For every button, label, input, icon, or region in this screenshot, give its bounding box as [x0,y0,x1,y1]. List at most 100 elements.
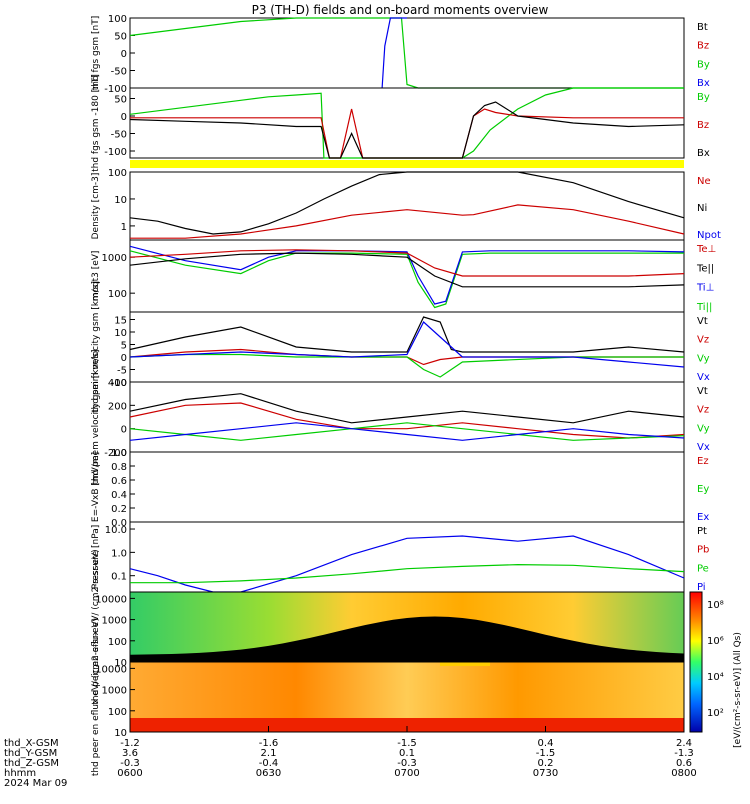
panel-frame [129,451,685,523]
colorbar-tick-label: 10⁴ [707,672,724,683]
ephemeris-value: 3.6 [122,748,138,759]
y-tick-label: 10 [114,195,127,206]
y-tick-label: 0.4 [111,490,127,501]
legend-label: Vz [697,335,709,346]
y-tick-label: 100 [108,707,127,718]
ephemeris-label: thd_X-GSM [4,738,59,749]
series-line-Vx [129,321,685,368]
legend-label: Ez [697,456,709,467]
y-tick-label: 1000 [102,253,127,264]
legend-label: Ex [697,512,709,523]
y-axis-label: E=-VxB [mV/m] [91,452,101,522]
panel-peir: 10000 1000 100 10 thd peir en eflux eV/ (cm2… [91,549,685,705]
y-tick-label: 0 [121,49,127,60]
y-tick-label: 1000 [102,686,127,697]
colorbar-gradient-rect [689,591,703,733]
series-line-By [129,87,684,159]
y-tick-label: -100 [104,147,127,158]
ephemeris-value: 0630 [256,768,281,779]
legend-label: Ne [697,176,711,187]
legend-label: Pt [697,526,707,537]
colorbar-label: [eV/(cm²-s-sr-eV)] (All Qs) [733,632,743,748]
y-tick-label: 50 [114,32,127,43]
y-tick-label: 1.0 [111,448,127,459]
legend-label: By [697,92,710,103]
ephemeris-value: 0.1 [399,748,415,759]
legend-label: Te⊥ [696,244,716,255]
ephemeris-label: hhmm [4,768,36,779]
legend-label: Bx [697,148,710,159]
ephemeris-value: -1.2 [120,738,140,749]
y-tick-label: 0.2 [111,504,127,515]
y-tick-label: 100 [108,168,127,179]
ephemeris-value: 0800 [671,768,696,779]
ephemeris-value: 0730 [533,768,558,779]
legend-label: Bz [697,120,709,131]
series-line-Bx [129,101,685,159]
legend-label: Vt [697,316,708,327]
ephemeris-value: -1.3 [674,748,694,759]
y-tick-label: 10 [114,658,127,669]
legend-label: Npot [697,230,721,241]
ephemeris-value: 2.4 [676,738,692,749]
panel-frame [129,171,685,241]
colorbar-tick-label: 10⁸ [707,600,724,611]
ephemeris-label: thd_Z-GSM [4,758,59,769]
y-tick-label: -50 [111,130,127,141]
ephemeris-value: 0.4 [538,738,554,749]
legend-label: Ti|| [696,302,712,313]
legend-label: By [697,59,710,70]
legend-label: Vt [697,386,708,397]
legend-label: Ni [697,203,707,214]
y-axis-label: Pressure [nPa] [91,525,101,590]
legend-label: Vx [697,372,710,383]
legend-label: Te|| [696,263,714,274]
panel-pressure: 10.0 1.0 0.1 Pressure [nPa] Pt Pb Pe Pi [91,521,709,593]
legend-label: Ey [697,484,709,495]
legend-label: Ti⊥ [696,283,714,294]
panel-moments_t: 1000 100 moqt3 [eV] Te⊥ Te|| Ti⊥ Ti|| [91,239,716,313]
panel-frame [129,311,685,383]
series-line-Ni [129,171,685,235]
ephemeris-value: -0.4 [259,758,279,769]
legend-label: Bz [697,41,709,52]
y-tick-label: 10 [114,728,127,739]
plot-title: P3 (TH-D) fields and on-board moments ov… [252,3,549,17]
series-line-Vt [129,393,685,424]
series-line-Vy [129,353,684,378]
panel-density: 100 10 1 Density [cm-3] Ne Ni Npot [91,168,721,241]
y-tick-label: 100 [108,14,127,25]
ephemeris-value: -1.6 [259,738,279,749]
y-tick-label: 0 [121,425,127,436]
ephemeris-value: 0600 [117,768,142,779]
ephemeris-value: -1.5 [536,748,556,759]
y-axis-label: thd fgs gsm -180 [nT] [91,74,101,172]
series-line-Pi [129,535,685,593]
legend-label: Bx [697,78,710,89]
ephemeris-value: 0.2 [538,758,554,769]
y-tick-label: -200 [104,448,127,459]
y-axis-label: thd peem velocity gsm [km/s] [91,349,101,484]
series-line-Vx [129,422,685,441]
ephemeris-value: -0.3 [397,758,417,769]
ephemeris-label: thd_Y-GSM [4,748,57,759]
y-axis-label: thd fgs gsm [nT] [91,16,101,91]
y-tick-label: 10.0 [105,525,127,536]
colorbar-tick-label: 10⁶ [707,636,724,647]
y-tick-label: 5 [121,341,127,352]
series-line-Bx [381,17,407,89]
series-line-By [129,17,684,89]
y-tick-label: 400 [108,378,127,389]
series-line-Ti|| [129,250,684,309]
series-line-Vy [129,422,685,441]
y-tick-label: -10 [111,378,127,389]
y-tick-label: -5 [117,366,127,377]
y-tick-label: 1.0 [111,548,127,559]
legend-label: Vz [697,405,709,416]
y-tick-label: 10 [114,328,127,339]
